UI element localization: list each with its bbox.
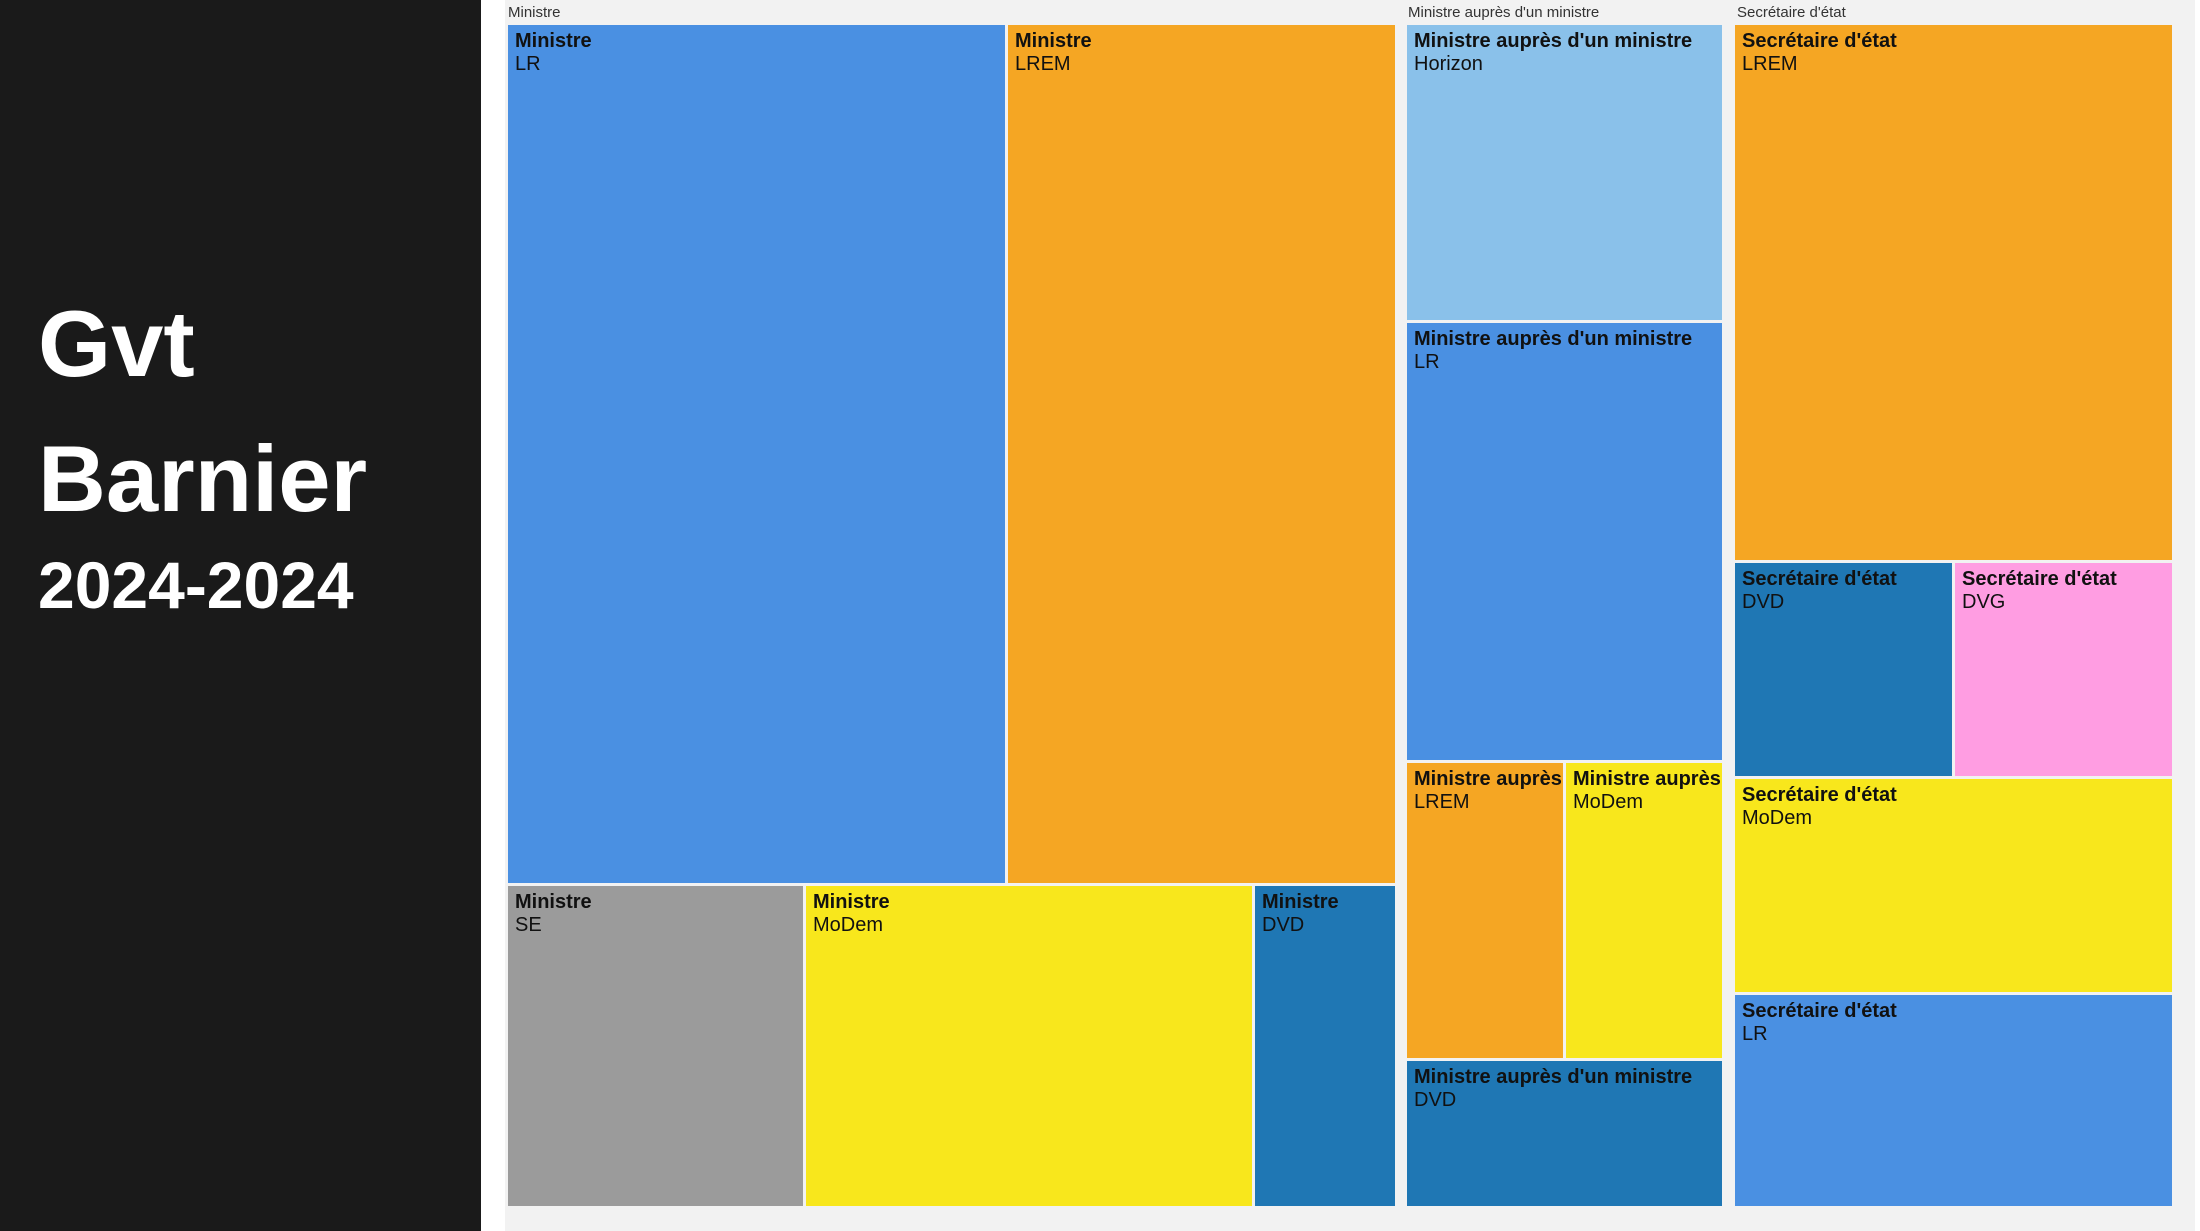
tile-label: Ministre MoDem <box>813 891 1250 937</box>
tile-party-label: LR <box>1742 1023 1768 1045</box>
treemap-chart: Ministre Ministre LR Ministre LREM Ministre SE… <box>505 0 2195 1231</box>
group-header: Ministre auprès d'un ministre <box>1408 4 1600 21</box>
tile-role-label: Ministre auprès d'un ministre <box>1414 328 1693 350</box>
tile-label: Secrétaire d'état LR <box>1742 1000 2170 1046</box>
tile-role-label: Ministre <box>1262 891 1339 913</box>
group-header: Ministre <box>508 4 561 21</box>
tile-party-label: LREM <box>1015 53 1071 75</box>
tile-label: Ministre DVD <box>1262 891 1393 937</box>
tile-party-label: DVD <box>1742 591 1785 613</box>
tile-party-label: DVD <box>1262 914 1305 936</box>
title-line-1: Gvt <box>38 291 195 396</box>
title-panel: Gvt Barnier 2024-2024 <box>0 0 481 1231</box>
tile-party-label: DVG <box>1962 591 2006 613</box>
tile-party-label: LR <box>1414 351 1440 373</box>
treemap-tile[interactable]: Ministre DVD <box>1255 886 1395 1206</box>
tile-role-label: Ministre auprès d'un ministre <box>1414 1066 1693 1088</box>
tile-role-label: Ministre auprès d'un ministre <box>1573 768 1720 790</box>
treemap-tile[interactable]: Ministre SE <box>508 886 803 1206</box>
treemap-tile[interactable]: Ministre auprès d'un ministre DVD <box>1407 1061 1722 1206</box>
tile-party-label: MoDem <box>813 914 884 936</box>
tile-role-label: Secrétaire d'état <box>1742 1000 1897 1022</box>
group-header: Secrétaire d'état <box>1737 4 1846 21</box>
treemap-tile[interactable]: Ministre auprès d'un ministre LR <box>1407 323 1722 760</box>
treemap-tile[interactable]: Ministre MoDem <box>806 886 1252 1206</box>
tile-role-label: Ministre <box>813 891 890 913</box>
tile-role-label: Ministre auprès d'un ministre <box>1414 30 1693 52</box>
title-line-3: 2024-2024 <box>38 548 354 622</box>
treemap-tile[interactable]: Secrétaire d'état DVG <box>1955 563 2172 776</box>
treemap-tile[interactable]: Secrétaire d'état LREM <box>1735 25 2172 560</box>
tile-label: Ministre auprès d'un ministreLREM <box>1414 768 1561 814</box>
treemap-tile[interactable]: Secrétaire d'état DVD <box>1735 563 1952 776</box>
title-line-2: Barnier <box>38 426 368 531</box>
treemap-tile[interactable]: Secrétaire d'état LR <box>1735 995 2172 1206</box>
tile-role-label: Ministre auprès d'un ministre <box>1414 768 1561 790</box>
treemap-tile[interactable]: Ministre auprès d'un ministreMoDem <box>1566 763 1722 1058</box>
tile-party-label: Horizon <box>1414 53 1483 75</box>
tile-party-label: MoDem <box>1742 807 1813 829</box>
tile-label: Ministre LREM <box>1015 30 1393 76</box>
treemap-tile[interactable]: Secrétaire d'état MoDem <box>1735 779 2172 992</box>
tile-party-label: LR <box>515 53 541 75</box>
tile-label: Ministre auprès d'un ministre LR <box>1414 328 1720 374</box>
tile-party-label: MoDem <box>1573 791 1644 813</box>
tile-party-label: SE <box>515 914 542 936</box>
tile-label: Ministre SE <box>515 891 801 937</box>
treemap-tile[interactable]: Ministre auprès d'un ministre Horizon <box>1407 25 1722 320</box>
tile-label: Secrétaire d'état DVG <box>1962 568 2170 614</box>
tile-label: Ministre auprès d'un ministreMoDem <box>1573 768 1720 814</box>
tile-role-label: Secrétaire d'état <box>1742 568 1897 590</box>
tile-label: Secrétaire d'état LREM <box>1742 30 2170 76</box>
tile-label: Secrétaire d'état DVD <box>1742 568 1950 614</box>
tile-role-label: Secrétaire d'état <box>1742 784 1897 806</box>
tile-party-label: LREM <box>1742 53 1798 75</box>
treemap-tile[interactable]: Ministre auprès d'un ministreLREM <box>1407 763 1563 1058</box>
tile-label: Ministre LR <box>515 30 1003 76</box>
tile-label: Ministre auprès d'un ministre Horizon <box>1414 30 1720 76</box>
tile-label: Ministre auprès d'un ministre DVD <box>1414 1066 1720 1112</box>
tile-label: Secrétaire d'état MoDem <box>1742 784 2170 830</box>
tile-role-label: Secrétaire d'état <box>1962 568 2117 590</box>
tile-party-label: LREM <box>1414 791 1470 813</box>
tile-role-label: Secrétaire d'état <box>1742 30 1897 52</box>
treemap-tile[interactable]: Ministre LREM <box>1008 25 1395 883</box>
treemap-tile[interactable]: Ministre LR <box>508 25 1005 883</box>
tile-role-label: Ministre <box>515 30 592 52</box>
tile-role-label: Ministre <box>1015 30 1092 52</box>
tile-party-label: DVD <box>1414 1089 1457 1111</box>
tile-role-label: Ministre <box>515 891 592 913</box>
